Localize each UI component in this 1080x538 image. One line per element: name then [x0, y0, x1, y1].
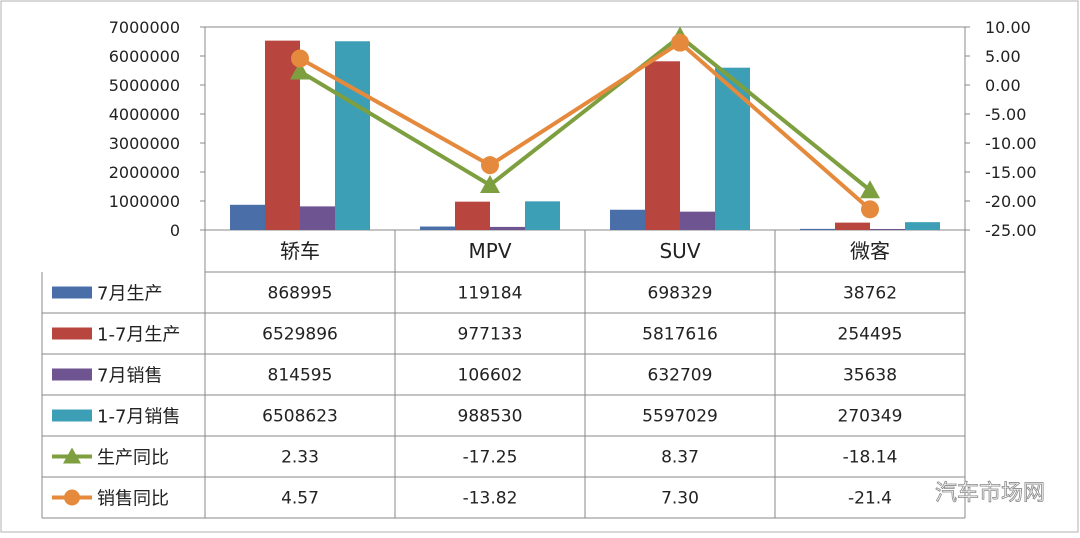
table-cell: -13.82	[463, 489, 518, 509]
table-cell: 977133	[458, 325, 523, 345]
legend-label: 生产同比	[97, 448, 169, 469]
table-cell: 2.33	[281, 448, 319, 468]
table-cell: 4.57	[281, 489, 319, 509]
table-cell: -18.14	[843, 448, 898, 468]
bar-7--0	[230, 204, 265, 230]
category-label: SUV	[659, 239, 700, 263]
category-label: 微客	[850, 239, 890, 263]
table-cell: 7.30	[661, 489, 699, 509]
bar-1-7--2	[715, 67, 750, 230]
table-cell: 270349	[838, 407, 903, 427]
bar-1-7--1	[525, 201, 560, 230]
table-cell: 5597029	[642, 407, 718, 427]
bar-1-7--1	[455, 201, 490, 230]
table-cell: 6508623	[262, 407, 338, 427]
right-axis-tick-label: 5.00	[985, 47, 1021, 66]
table-cell: 868995	[268, 284, 333, 304]
line-circle	[299, 40, 872, 211]
plot-area	[204, 26, 966, 231]
table-cell: -21.4	[848, 489, 892, 509]
line-triangle	[298, 33, 872, 192]
legend-key-circle	[64, 489, 80, 506]
category-label: MPV	[469, 239, 512, 263]
bar-1-7--2	[645, 61, 680, 230]
legend-key-bar	[52, 327, 92, 340]
bar-1-7--0	[265, 40, 300, 231]
point-circle	[481, 156, 499, 175]
table-cell: 106602	[458, 366, 523, 386]
left-axis-tick-label: 1000000	[109, 192, 180, 211]
table-cell: 38762	[843, 284, 897, 304]
left-axis-tick-label: 4000000	[109, 105, 180, 124]
left-axis-tick-label: 5000000	[109, 76, 180, 95]
bar-1-7--0	[335, 41, 370, 230]
legend-label: 1-7月销售	[97, 407, 180, 428]
left-axis-tick-label: 3000000	[109, 134, 180, 153]
table-cell: 254495	[838, 325, 903, 345]
table-cell: -17.25	[463, 448, 518, 468]
right-axis-tick-label: 0.00	[985, 76, 1021, 95]
table-cell: 632709	[648, 366, 713, 386]
bar-7--2	[680, 211, 715, 230]
legend-label: 7月销售	[97, 366, 162, 387]
bar-7--1	[420, 226, 455, 230]
bar-7--0	[300, 206, 335, 230]
table-cell: 698329	[648, 284, 713, 304]
table-cell: 5817616	[642, 325, 718, 345]
point-circle	[671, 33, 689, 52]
bar-7--3	[800, 228, 835, 230]
point-circle	[291, 49, 309, 68]
category-label: 轿车	[280, 239, 320, 263]
bar-1-7--3	[835, 222, 870, 230]
watermark-text: 汽车市场网	[935, 481, 1045, 506]
right-axis-tick-label: 10.00	[985, 18, 1031, 37]
right-axis-tick-label: -10.00	[985, 134, 1037, 153]
bar-1-7--3	[905, 222, 940, 230]
table-cell: 814595	[268, 366, 333, 386]
right-axis-tick-label: -5.00	[985, 105, 1026, 124]
point-triangle	[480, 175, 500, 194]
table-cell: 35638	[843, 366, 897, 386]
table-cell: 8.37	[661, 448, 699, 468]
legend-label: 销售同比	[97, 489, 169, 510]
legend-key-bar	[52, 409, 92, 422]
point-circle	[861, 200, 879, 219]
legend-key-bar	[52, 286, 92, 299]
bar-7--1	[490, 226, 525, 230]
point-triangle	[290, 61, 310, 80]
table-cell: 6529896	[262, 325, 338, 345]
point-triangle	[860, 180, 880, 199]
left-axis-tick-label: 2000000	[109, 163, 180, 182]
right-axis-tick-label: -15.00	[985, 163, 1037, 182]
left-axis-tick-label: 6000000	[109, 47, 180, 66]
left-axis-tick-label: 0	[170, 221, 180, 240]
legend-key-triangle	[63, 447, 81, 464]
legend-label: 7月生产	[97, 284, 162, 305]
left-axis-tick-label: 7000000	[109, 18, 180, 37]
right-axis-tick-label: -25.00	[985, 221, 1037, 240]
table-cell: 988530	[458, 407, 523, 427]
legend-label: 1-7月生产	[97, 325, 180, 346]
bar-7--2	[610, 209, 645, 230]
right-axis-tick-label: -20.00	[985, 192, 1037, 211]
bar-7--3	[870, 228, 905, 230]
table-cell: 119184	[458, 284, 523, 304]
legend-key-bar	[52, 368, 92, 381]
